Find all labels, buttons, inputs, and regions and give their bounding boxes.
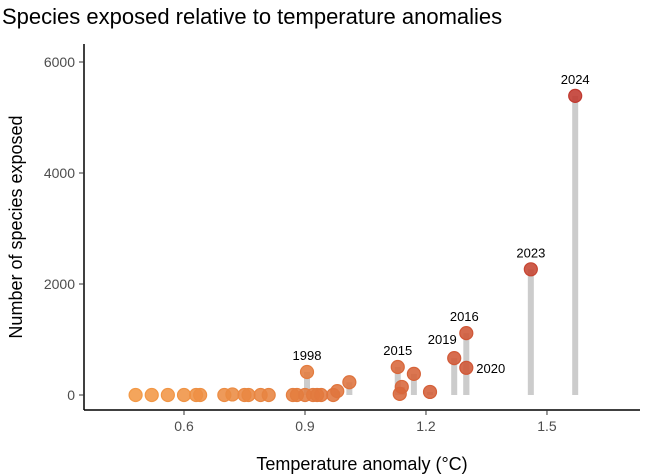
data-point xyxy=(523,262,538,277)
data-point xyxy=(568,88,583,103)
data-point xyxy=(394,379,409,395)
data-point xyxy=(422,384,438,400)
x-tick-label: 1.2 xyxy=(416,418,436,434)
y-tick-label: 0 xyxy=(67,387,75,403)
point-label: 2015 xyxy=(383,343,412,358)
point-label: 2019 xyxy=(428,332,457,347)
x-tick-label: 0.9 xyxy=(295,418,315,434)
data-point xyxy=(459,326,474,341)
data-point xyxy=(299,364,315,380)
y-tick-label: 6000 xyxy=(44,54,75,70)
data-point xyxy=(390,359,405,375)
data-point xyxy=(342,375,357,390)
data-point xyxy=(176,387,192,403)
point-label: 2023 xyxy=(516,245,545,260)
point-label: 1998 xyxy=(293,348,322,363)
point-label: 2020 xyxy=(476,361,505,376)
point-label: 2024 xyxy=(561,72,590,87)
y-tick-label: 4000 xyxy=(44,165,75,181)
x-tick-label: 1.5 xyxy=(537,418,557,434)
data-point xyxy=(128,387,143,403)
data-point xyxy=(406,366,421,382)
data-point xyxy=(225,387,240,402)
data-point xyxy=(447,350,462,366)
data-point xyxy=(241,387,256,403)
data-point xyxy=(160,387,175,403)
chart-title: Species exposed relative to temperature … xyxy=(2,4,503,29)
data-point xyxy=(459,360,474,375)
data-point xyxy=(330,384,345,399)
data-point xyxy=(261,387,276,403)
data-point xyxy=(193,387,208,403)
x-tick-label: 0.6 xyxy=(174,418,194,434)
data-point xyxy=(144,387,159,403)
x-axis-label: Temperature anomaly (°C) xyxy=(256,454,467,474)
point-label: 2016 xyxy=(450,309,479,324)
data-point xyxy=(314,387,329,403)
y-tick-label: 2000 xyxy=(44,276,75,292)
y-axis-label: Number of species exposed xyxy=(6,115,26,338)
